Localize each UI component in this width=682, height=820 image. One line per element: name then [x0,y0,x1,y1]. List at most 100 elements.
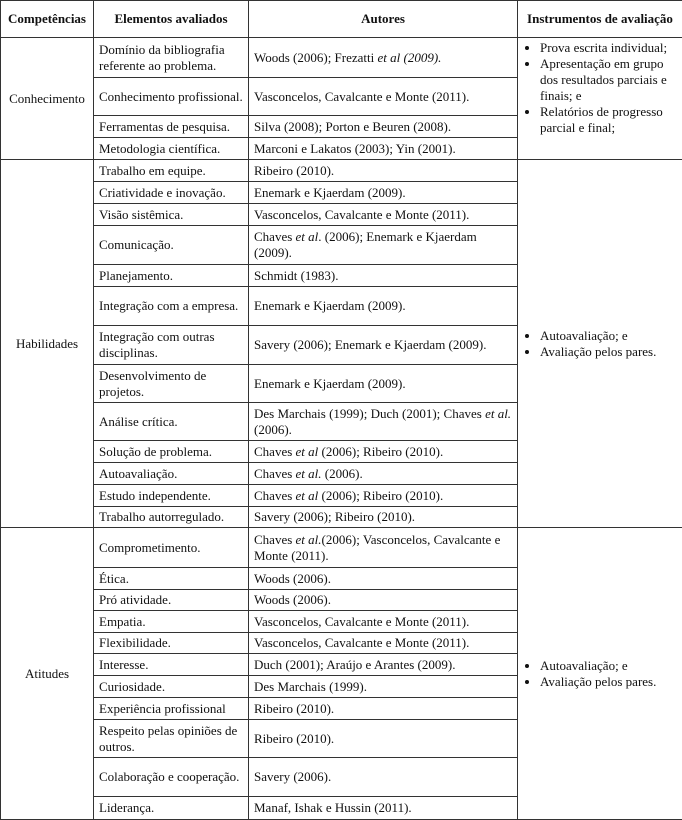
element-cell: Interesse. [93,653,249,676]
author-text: Schmidt (1983). [254,267,339,283]
instrument-item: Prova escrita individual; [540,40,678,56]
author-text: Chaves [254,229,296,244]
instruments-list: Prova escrita individual;Apresentação em… [522,40,678,136]
table-row: Liderança. Manaf, Ishak e Hussin (2011). [1,796,682,820]
authors-cell: Ribeiro (2010). [248,719,518,758]
element-cell: Criatividade e inovação. [93,181,249,204]
header-cell: Instrumentos de avaliação [517,0,682,38]
authors-cell: Vasconcelos, Cavalcante e Monte (2011). [248,203,518,226]
author-text: Savery (2006); Ribeiro (2010). [254,509,416,524]
table-row: Estudo independente. Chaves et al (2006);… [1,484,682,507]
author-text: (2006). [254,421,292,437]
author-text: Silva (2008); Porton e Beuren (2008). [254,118,452,134]
instrument-item: Autoavaliação; e [540,328,678,344]
authors-cell: Vasconcelos, Cavalcante e Monte (2011). [248,77,518,116]
author-text: Manaf, Ishak e Hussin (2011). [254,800,412,815]
author-text: Enemark e Kjaerdam (2009). [254,298,406,313]
instrument-item: Relatórios de progresso parcial e final; [540,104,678,136]
element-cell: Flexibilidade. [93,632,249,654]
element-cell: Análise crítica. [93,402,249,441]
authors-cell: Savery (2006); Enemark e Kjaerdam (2009)… [248,325,518,365]
instruments-cell: Autoavaliação; eAvaliação pelos pares. [517,159,682,528]
authors-cell: Chaves et al.(2006); Vasconcelos, Cavalc… [248,527,518,568]
table-row: Comunicação. Chaves et al. (2006); Enemar… [1,225,682,265]
instrument-item: Apresentação em grupo dos resultados par… [540,56,678,104]
table-row: Experiência profissional Ribeiro (2010). [1,697,682,720]
authors-cell: Woods (2006). [248,589,518,611]
instruments-list: Autoavaliação; eAvaliação pelos pares. [522,328,678,360]
element-cell: Planejamento. [93,264,249,287]
author-text: Chaves [254,531,296,547]
author-text: . (2006); Enemark e Kjaerdam (2009). [254,229,477,260]
table-row: Conhecimento profissional. Vasconcelos, C… [1,77,682,116]
author-text: Vasconcelos, Cavalcante e Monte (2011). [254,206,470,222]
author-text: Vasconcelos, Cavalcante e Monte (2011). [254,88,470,104]
instruments-list: Autoavaliação; eAvaliação pelos pares. [522,658,678,690]
authors-cell: Manaf, Ishak e Hussin (2011). [248,796,518,820]
header-row: Competências Elementos avaliados Autores… [0,0,682,38]
author-text: et al [295,487,319,503]
table-row: Colaboração e cooperação. Savery (2006). [1,757,682,797]
author-text: Duch (2001); Araújo e Arantes (2009). [254,656,456,672]
authors-cell: Enemark e Kjaerdam (2009). [248,364,518,403]
competence-cell: Atitudes [0,527,94,820]
authors-cell: Chaves et al (2006); Ribeiro (2010). [248,484,518,507]
table-row: Atitudes Comprometimento. Chaves et al.(20… [0,527,682,820]
author-text: Des Marchais (1999); Duch (2001); Chaves [254,405,486,421]
authors-cell: Savery (2006). [248,757,518,797]
authors-cell: Des Marchais (1999). [248,675,518,698]
authors-cell: Chaves et al. (2006); Enemark e Kjaerdam… [248,225,518,265]
author-text: Vasconcelos, Cavalcante e Monte (2011). [254,613,470,629]
author-text: (2006); Ribeiro (2010). [318,487,444,503]
author-text: Chaves [254,465,296,481]
element-cell: Colaboração e cooperação. [93,757,249,797]
element-cell: Visão sistêmica. [93,203,249,226]
table-row: Desenvolvimento de projetos. Enemark e Kj… [1,364,682,403]
element-cell: Domínio da bibliografia referente ao pro… [93,37,249,78]
element-cell: Experiência profissional [93,697,249,720]
element-cell: Solução de problema. [93,440,249,463]
authors-cell: Woods (2006); Frezatti et al (2009). [248,37,518,78]
author-text: Woods (2006). [254,570,331,586]
author-text: Ribeiro (2010). [254,162,335,178]
author-text: et al [295,443,319,459]
author-text: et al. [485,405,512,421]
element-cell: Ferramentas de pesquisa. [93,115,249,138]
author-text: (2006); Vasconcelos, Cavalcante e Monte … [254,531,501,563]
instrument-item: Avaliação pelos pares. [540,344,678,360]
element-cell: Curiosidade. [93,675,249,698]
table-row: Solução de problema. Chaves et al (2006);… [1,440,682,463]
table-row: Análise crítica. Des Marchais (1999); Duc… [1,402,682,441]
table-row: Conhecimento Domínio da bibliografia refe… [0,37,682,160]
author-text: Marconi e Lakatos (2003); Yin (2001). [254,140,456,156]
author-text: Chaves [254,443,296,459]
element-cell: Comprometimento. [93,527,249,568]
element-cell: Comunicação. [93,225,249,265]
authors-cell: Woods (2006). [248,567,518,590]
element-cell: Respeito pelas opiniões de outros. [93,719,249,758]
element-cell: Pró atividade. [93,589,249,611]
author-text: Woods (2006). [254,592,331,607]
author-text: Chaves [254,487,296,503]
instrument-item: Avaliação pelos pares. [540,674,678,690]
author-text: Ribeiro (2010). [254,730,335,746]
element-cell: Metodologia científica. [93,137,249,160]
element-cell: Empatia. [93,610,249,633]
table-row: Integração com outras disciplinas. Savery… [1,325,682,365]
authors-cell: Chaves et al (2006); Ribeiro (2010). [248,440,518,463]
element-cell: Integração com a empresa. [93,286,249,326]
authors-cell: Chaves et al. (2006). [248,462,518,485]
authors-cell: Vasconcelos, Cavalcante e Monte (2011). [248,632,518,654]
authors-cell: Schmidt (1983). [248,264,518,287]
author-text: Enemark e Kjaerdam (2009). [254,184,406,200]
table-row: Curiosidade. Des Marchais (1999). [1,675,682,698]
table-row: Criatividade e inovação. Enemark e Kjaerd… [1,181,682,204]
header-cell: Elementos avaliados [93,0,249,38]
element-cell: Estudo independente. [93,484,249,507]
table-row: Habilidades Trabalho em equipe. Ribeiro (2… [0,159,682,528]
authors-cell: Vasconcelos, Cavalcante e Monte (2011). [248,610,518,633]
author-text: (2006). [321,465,363,481]
authors-cell: Ribeiro (2010). [248,159,518,182]
authors-cell: Enemark e Kjaerdam (2009). [248,286,518,326]
